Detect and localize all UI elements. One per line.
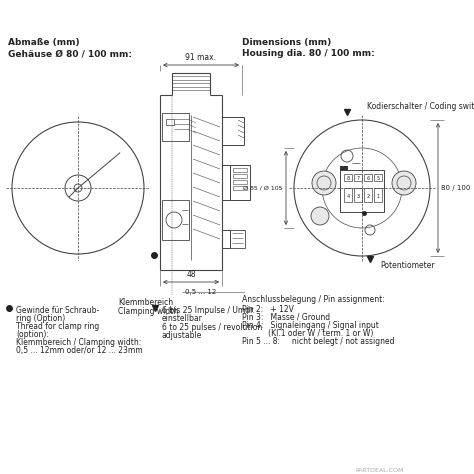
Circle shape: [392, 171, 416, 195]
Text: Klemmbereich / Clamping width:: Klemmbereich / Clamping width:: [16, 338, 141, 347]
Bar: [162, 113, 189, 141]
Bar: [233, 180, 247, 184]
Bar: [166, 119, 174, 125]
Text: 6 to 25 pulses / revolution: 6 to 25 pulses / revolution: [162, 323, 262, 332]
Bar: [374, 174, 382, 181]
Bar: [233, 174, 247, 178]
Bar: [354, 174, 362, 181]
Bar: [364, 174, 372, 181]
Text: 0,5 ... 12mm oder/or 12 ... 23mm: 0,5 ... 12mm oder/or 12 ... 23mm: [16, 346, 143, 355]
Bar: [344, 174, 352, 181]
Bar: [354, 188, 362, 202]
Text: (Kl.1 oder W / term. 1 or W): (Kl.1 oder W / term. 1 or W): [242, 329, 374, 338]
Text: 80 / 100: 80 / 100: [441, 185, 470, 191]
Circle shape: [311, 207, 329, 225]
Bar: [233, 186, 247, 190]
Text: PARTDEAL.COM: PARTDEAL.COM: [355, 468, 403, 473]
Text: Housing dia. 80 / 100 mm:: Housing dia. 80 / 100 mm:: [242, 49, 375, 58]
Text: 91 max.: 91 max.: [185, 53, 217, 62]
Text: Pin 3:   Masse / Ground: Pin 3: Masse / Ground: [242, 313, 330, 322]
Text: 4: 4: [346, 193, 349, 199]
Text: 6: 6: [366, 175, 370, 181]
Text: (option):: (option):: [16, 330, 49, 339]
Text: ring (Option): ring (Option): [16, 314, 65, 323]
Text: Gehäuse Ø 80 / 100 mm:: Gehäuse Ø 80 / 100 mm:: [8, 49, 132, 58]
Text: Kodierschalter / Coding switch: Kodierschalter / Coding switch: [367, 102, 474, 111]
Text: Pin 2:   + 12V: Pin 2: + 12V: [242, 305, 294, 314]
Text: Dimensions (mm): Dimensions (mm): [242, 38, 331, 47]
Bar: [340, 170, 384, 212]
Text: Gewinde für Schraub-: Gewinde für Schraub-: [16, 306, 99, 315]
Text: Potentiometer: Potentiometer: [380, 261, 435, 270]
Text: 3: 3: [356, 193, 360, 199]
Text: 0,5 ... 12: 0,5 ... 12: [185, 289, 216, 295]
Text: 6 bis 25 Impulse / Umdr.: 6 bis 25 Impulse / Umdr.: [162, 306, 255, 315]
Bar: [344, 188, 352, 202]
Text: 1: 1: [376, 193, 380, 199]
Text: einstellbar: einstellbar: [162, 314, 203, 323]
Text: 7: 7: [356, 175, 360, 181]
Text: 5: 5: [376, 175, 380, 181]
Bar: [233, 168, 247, 172]
Text: adjustable: adjustable: [162, 331, 202, 340]
Bar: [364, 188, 372, 202]
Text: Klemmbereich: Klemmbereich: [118, 298, 173, 307]
Text: Clamping width: Clamping width: [118, 307, 178, 316]
Text: Pin 4:   Signaleingang / Signal input: Pin 4: Signaleingang / Signal input: [242, 321, 379, 330]
Text: 8: 8: [346, 175, 349, 181]
Text: Thread for clamp ring: Thread for clamp ring: [16, 322, 99, 331]
Text: Anschlussbelegung / Pin assignment:: Anschlussbelegung / Pin assignment:: [242, 295, 385, 304]
Text: Ø 85 / Ø 105: Ø 85 / Ø 105: [244, 185, 283, 191]
Text: 48: 48: [186, 270, 196, 279]
Bar: [162, 200, 189, 240]
Bar: [340, 166, 348, 171]
Text: Pin 5 ... 8:     nicht belegt / not assigned: Pin 5 ... 8: nicht belegt / not assigned: [242, 337, 394, 346]
Bar: [230, 230, 245, 248]
Bar: [374, 188, 382, 202]
Circle shape: [312, 171, 336, 195]
Text: 2: 2: [366, 193, 370, 199]
Bar: [230, 165, 250, 200]
Text: Abmaße (mm): Abmaße (mm): [8, 38, 80, 47]
